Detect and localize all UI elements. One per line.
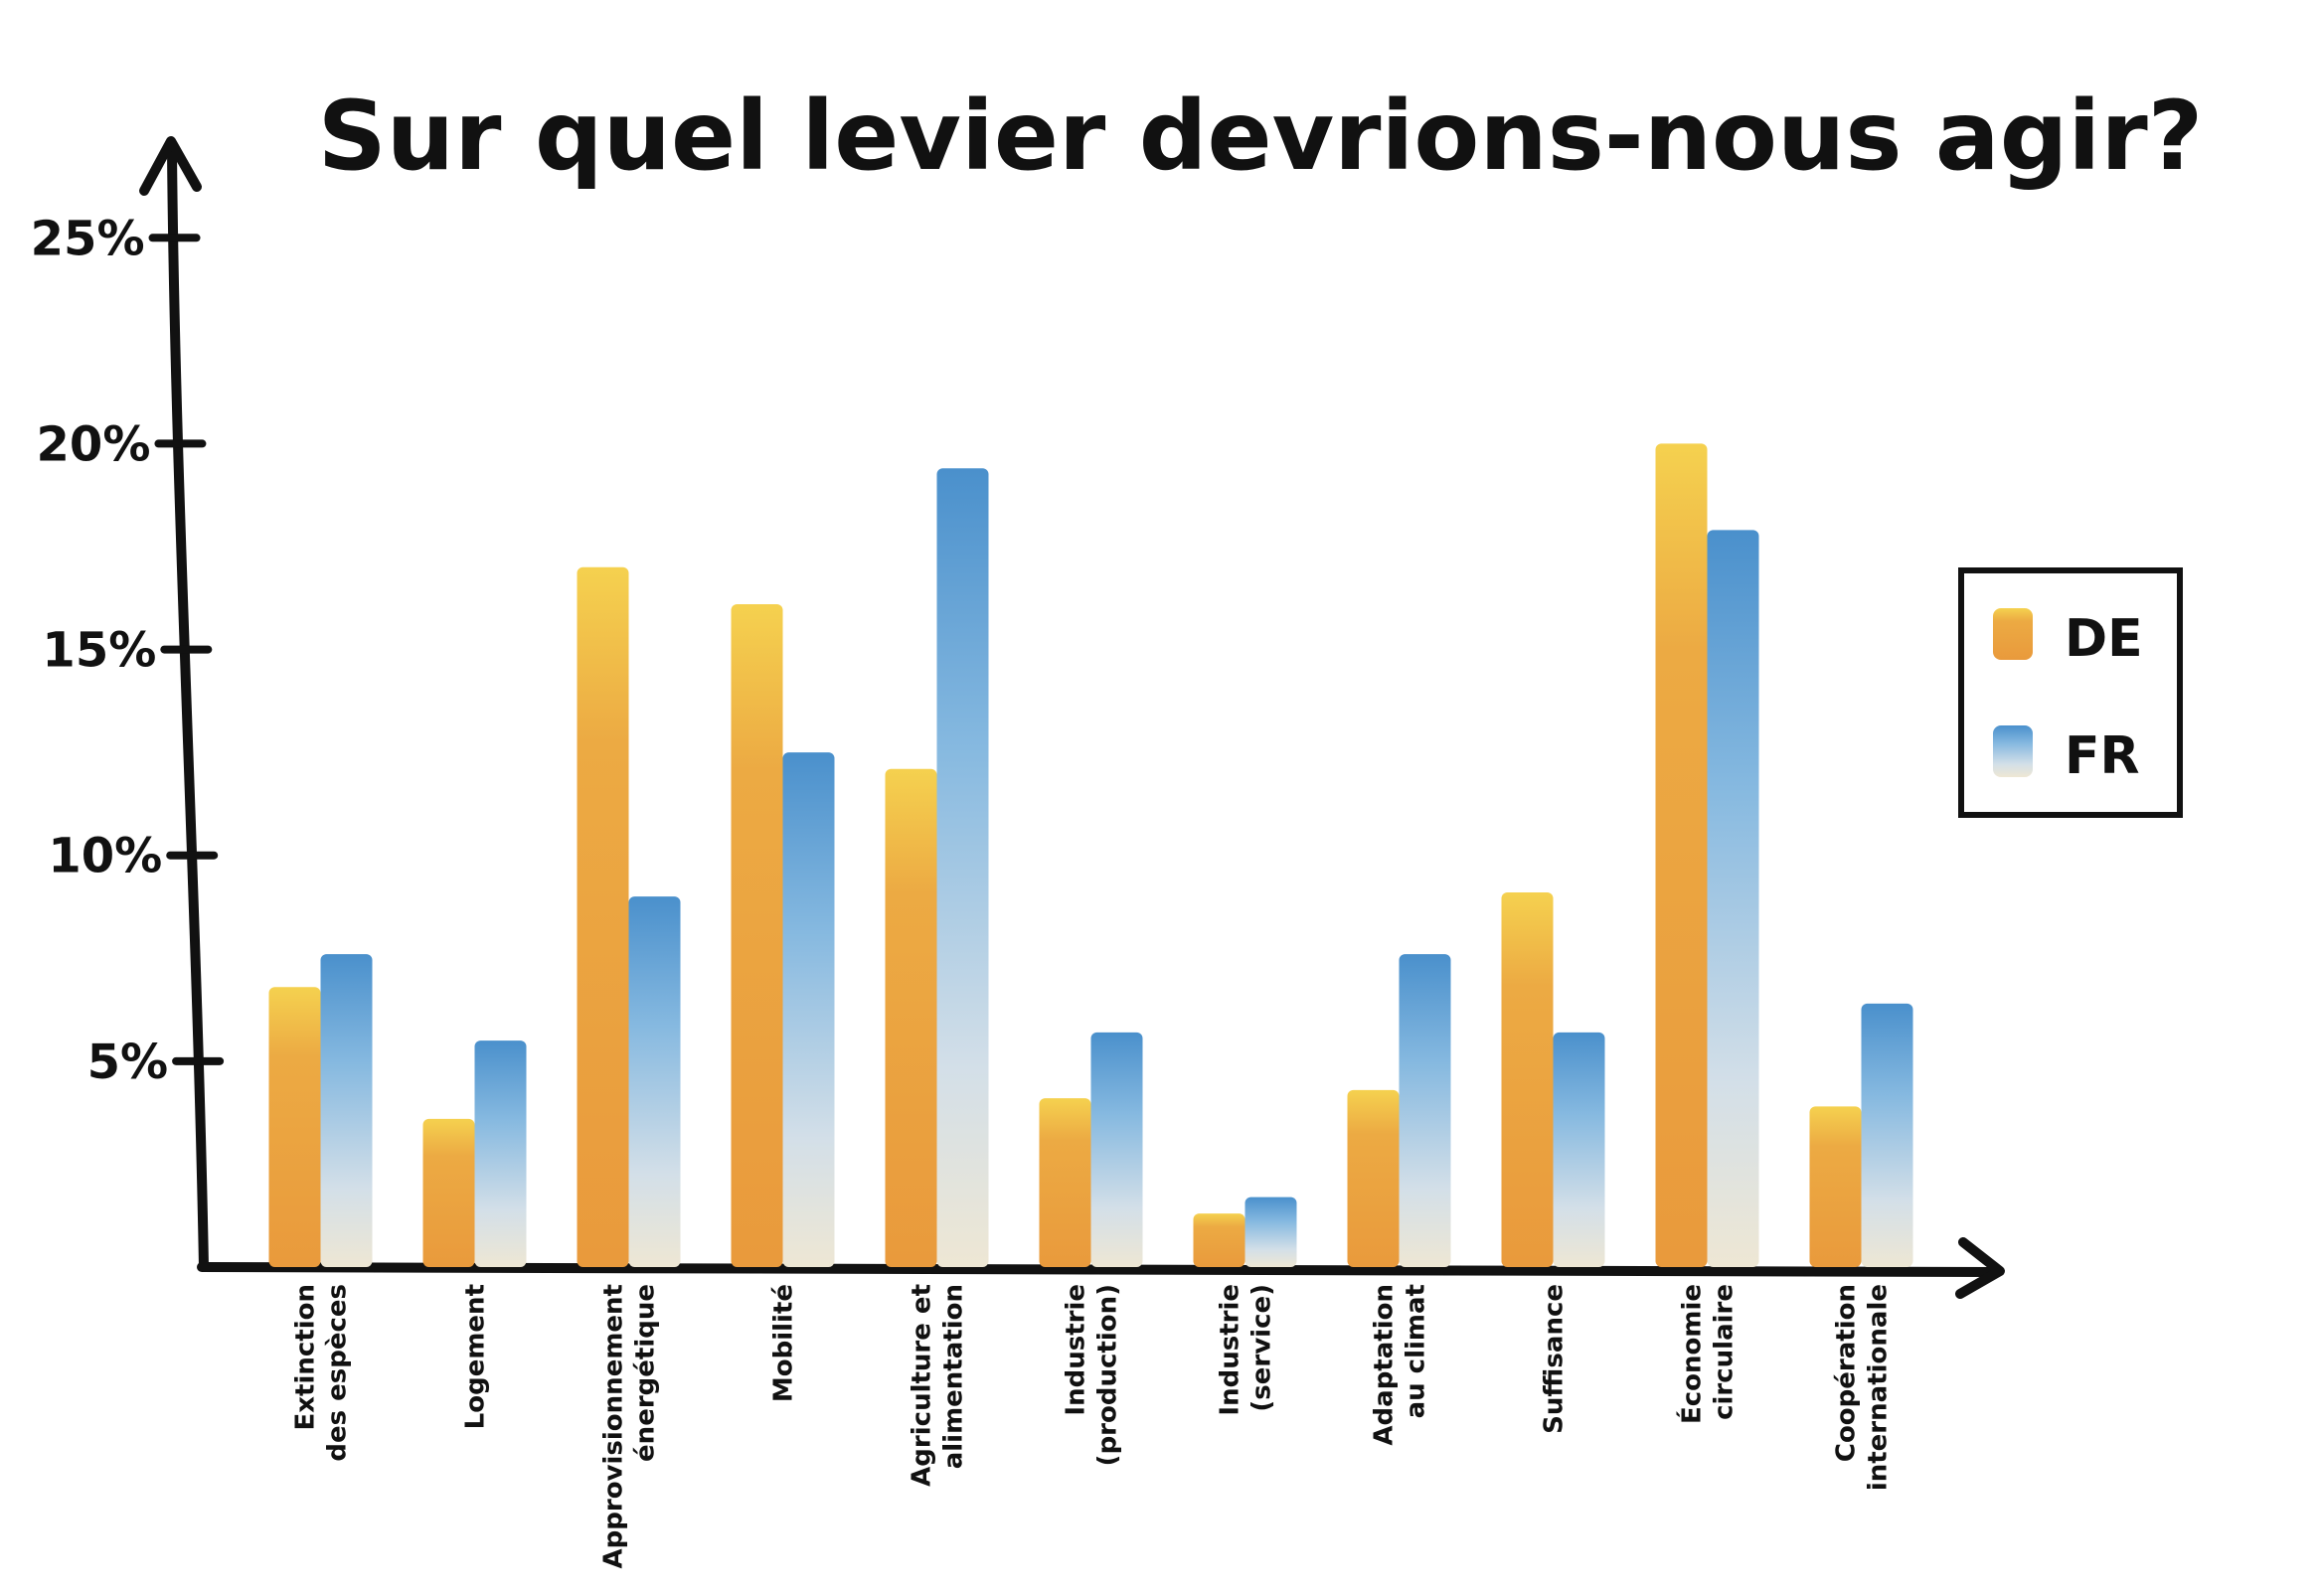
bar-fr <box>474 1040 527 1267</box>
y-tick-label: 25% <box>31 211 145 266</box>
x-category-label: Adaptation <box>1370 1284 1400 1446</box>
y-axis <box>139 136 209 1272</box>
bar-de <box>885 768 937 1267</box>
legend-swatch-de <box>1993 608 2033 660</box>
x-category-label: internationale <box>1864 1284 1894 1491</box>
y-tick-label: 15% <box>42 623 156 679</box>
x-category-label: Industrie <box>1062 1284 1091 1416</box>
bar-de <box>577 566 629 1267</box>
x-axis <box>197 1237 2005 1299</box>
bar-fr <box>1861 1003 1913 1267</box>
legend-label-de: DE <box>2065 609 2143 669</box>
bar-de <box>1501 892 1554 1267</box>
x-category-label: des espèces <box>323 1284 353 1462</box>
bar-fr <box>936 468 989 1267</box>
bar-de <box>1039 1098 1091 1267</box>
x-category-label: au climat <box>1402 1284 1431 1418</box>
x-category-label: Agriculture et <box>908 1284 937 1487</box>
bar-fr <box>1090 1032 1143 1267</box>
bar-fr <box>628 896 681 1267</box>
y-tick-label: 10% <box>48 829 162 884</box>
y-axis-arrowhead <box>139 136 202 196</box>
bar-de <box>422 1118 475 1267</box>
bar-de <box>1193 1213 1245 1267</box>
bar-fr <box>1244 1197 1297 1267</box>
x-axis-arrowhead <box>1955 1237 2005 1299</box>
x-category-label: (production) <box>1093 1284 1123 1466</box>
bar-fr <box>1707 530 1759 1267</box>
bar-fr <box>782 752 835 1267</box>
bar-fr <box>1399 954 1451 1267</box>
x-category-label: Économie <box>1676 1284 1708 1424</box>
x-category-label: alimentation <box>939 1284 969 1469</box>
chart-title: Sur quel levier devrions-nous agir? <box>318 80 2204 192</box>
bar-de <box>1347 1089 1400 1267</box>
bar-fr <box>320 954 373 1267</box>
bar-de <box>731 604 783 1267</box>
x-axis-line <box>197 1262 1998 1277</box>
y-tick-label: 5% <box>87 1035 169 1090</box>
x-category-label: Industrie <box>1216 1284 1245 1416</box>
x-category-label: Logement <box>461 1284 491 1429</box>
bar-fr <box>1553 1032 1605 1267</box>
x-category-label: énergétique <box>631 1284 661 1462</box>
x-category-label: (service) <box>1247 1284 1277 1412</box>
x-category-label: Suffisance <box>1540 1284 1570 1434</box>
x-category-label: Coopération <box>1832 1284 1862 1462</box>
y-ticks: 5% 10% 15% 20% 25% <box>31 211 225 1090</box>
bar-de <box>1655 443 1708 1267</box>
x-category-label: circulaire <box>1710 1284 1740 1420</box>
x-category-label: Mobilité <box>769 1284 799 1402</box>
x-category-label: Approvisionnement <box>599 1284 629 1568</box>
y-axis-line <box>167 144 209 1272</box>
x-category-label: Extinction <box>291 1284 321 1431</box>
legend-swatch-fr <box>1993 725 2033 777</box>
bars <box>268 443 1913 1267</box>
x-labels: Extinction des espèces Logement Approvision… <box>291 1284 1894 1568</box>
legend: DE FR <box>1958 567 2183 818</box>
legend-label-fr: FR <box>2065 726 2140 786</box>
y-tick-label: 20% <box>37 416 151 472</box>
bar-de <box>1809 1106 1862 1267</box>
bar-de <box>268 987 321 1267</box>
